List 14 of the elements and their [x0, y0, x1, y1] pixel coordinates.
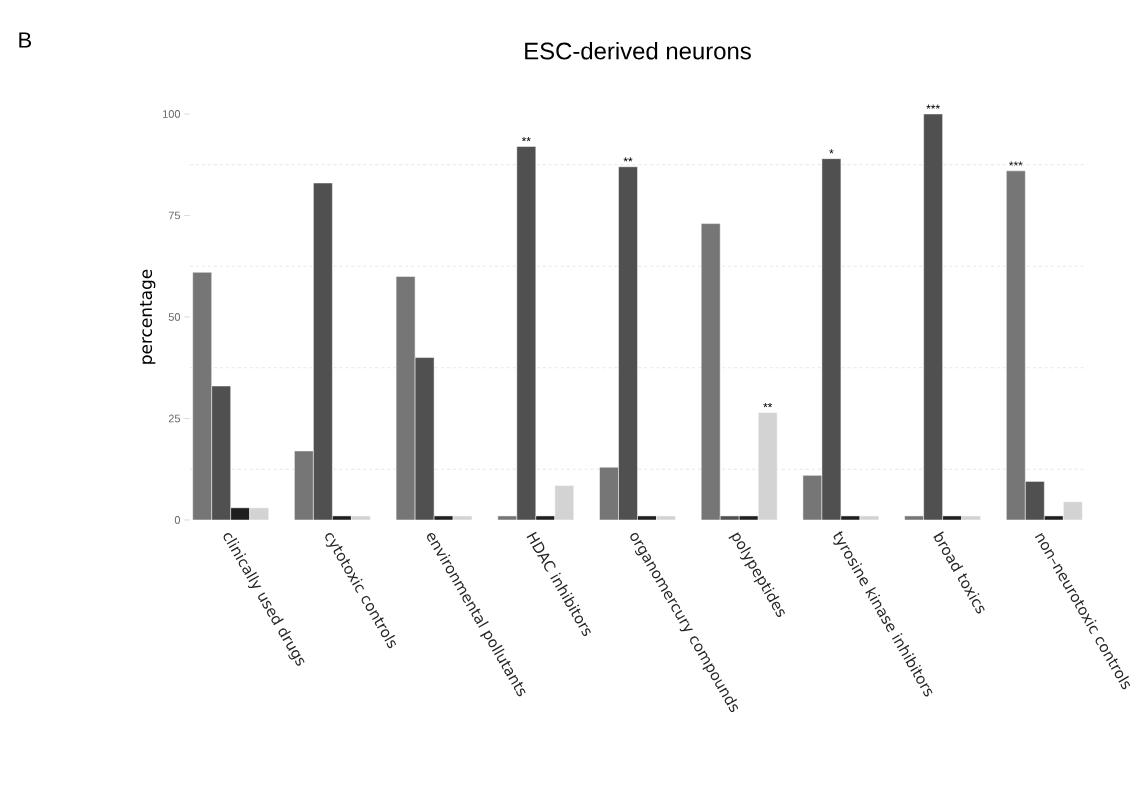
data-label: ***	[1009, 161, 1023, 166]
data-label: **	[623, 157, 633, 162]
y-tick-label: 100	[163, 110, 181, 118]
data-label: **	[521, 137, 531, 142]
y-axis-title: percentage	[139, 269, 156, 364]
text: B	[19, 32, 31, 48]
y-tick-label: 50	[168, 313, 181, 321]
data-label: ***	[926, 104, 940, 109]
chart-title: ESC-derived neurons	[525, 41, 751, 60]
y-tick-label: 25	[168, 414, 181, 423]
data-label: **	[763, 402, 773, 408]
y-tick-label: 0	[174, 516, 181, 524]
y-tick-label: 75	[168, 211, 181, 220]
data-label: *	[829, 149, 834, 154]
